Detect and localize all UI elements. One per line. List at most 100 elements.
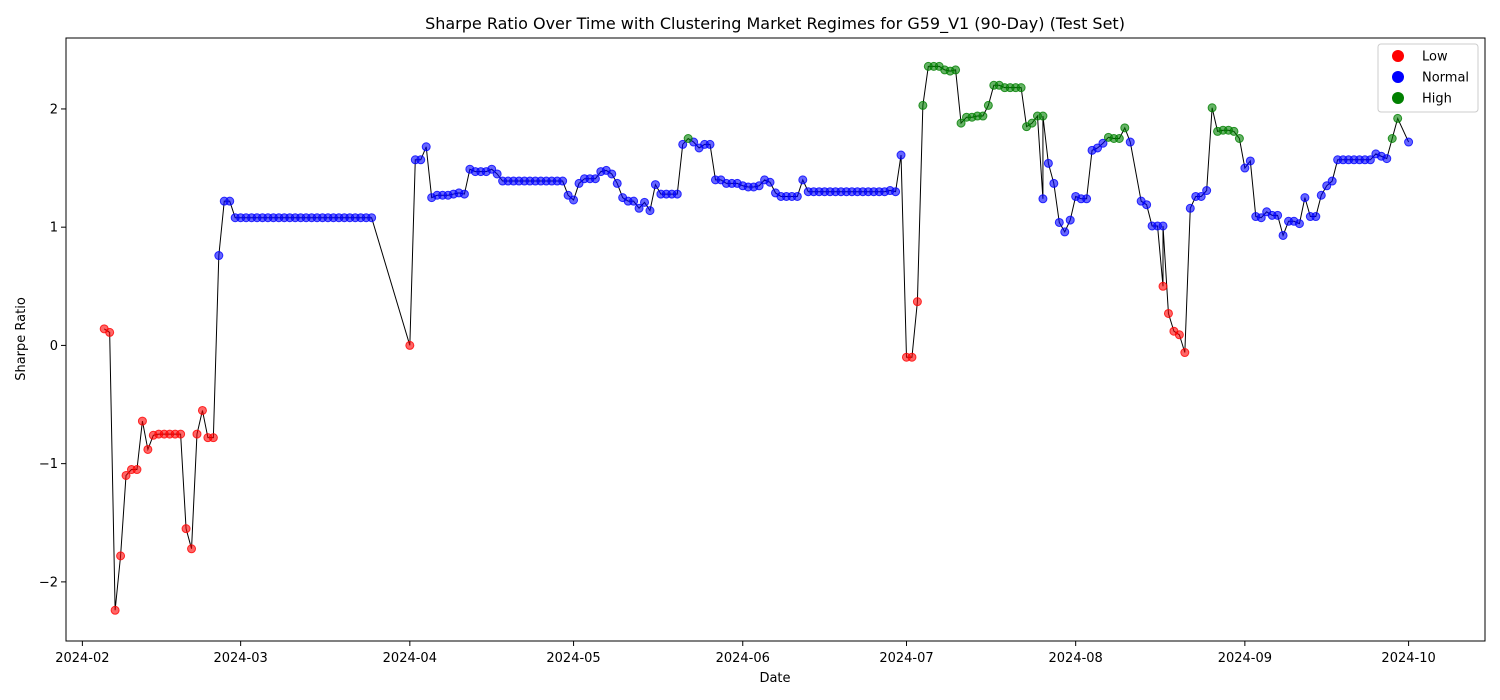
point-low (137, 416, 147, 426)
point-normal (629, 196, 639, 206)
point-normal (1278, 230, 1288, 240)
point-normal (558, 176, 568, 186)
point-low (143, 444, 153, 454)
point-low (1163, 308, 1173, 318)
point-high (1038, 111, 1048, 121)
point-low (181, 524, 191, 534)
x-tick-label: 2024-04 (383, 651, 437, 666)
point-normal (792, 191, 802, 201)
point-low (105, 327, 115, 337)
y-tick-label: 1 (50, 221, 58, 236)
point-normal (214, 251, 224, 261)
x-tick-label: 2024-07 (879, 651, 933, 666)
point-normal (1316, 190, 1326, 200)
point-high (956, 118, 966, 128)
point-low (187, 544, 197, 554)
series-high (683, 61, 1403, 143)
point-high (1120, 123, 1130, 133)
point-low (912, 297, 922, 307)
y-tick-label: −1 (39, 457, 58, 472)
point-high (1229, 126, 1239, 136)
point-high (1016, 83, 1026, 93)
series-normal (214, 137, 1414, 261)
legend-marker-normal (1392, 71, 1404, 83)
y-axis-label: Sharpe Ratio (14, 297, 29, 381)
point-high (978, 111, 988, 121)
point-normal (1256, 213, 1266, 223)
point-normal (1060, 227, 1070, 237)
plot-frame (65, 37, 1486, 642)
point-low (197, 405, 207, 415)
point-normal (634, 203, 644, 213)
point-high (1027, 118, 1037, 128)
point-low (1174, 330, 1184, 340)
point-normal (1404, 137, 1414, 147)
y-tick-label: 2 (50, 102, 58, 117)
point-normal (1240, 163, 1250, 173)
point-normal (1038, 194, 1048, 204)
point-high (918, 100, 928, 110)
point-normal (1065, 215, 1075, 225)
x-tick-label: 2024-09 (1218, 651, 1272, 666)
point-normal (891, 187, 901, 197)
point-normal (1142, 200, 1152, 210)
x-axis: 2024-02 2024-03 2024-04 2024-05 2024-06 2024-… (55, 641, 1436, 666)
point-normal (459, 189, 469, 199)
point-high (1393, 113, 1403, 123)
point-normal (1196, 191, 1206, 201)
point-normal (1054, 217, 1064, 227)
point-high (1207, 103, 1217, 113)
point-normal (705, 139, 715, 149)
point-normal (1365, 155, 1375, 165)
y-axis: −2 −1 0 1 2 (39, 102, 66, 590)
point-normal (672, 189, 682, 199)
point-low (1158, 281, 1168, 291)
point-low (405, 340, 415, 350)
chart-title: Sharpe Ratio Over Time with Clustering M… (425, 14, 1125, 34)
x-tick-label: 2024-05 (546, 651, 600, 666)
point-normal (754, 181, 764, 191)
point-normal (1300, 193, 1310, 203)
y-tick-label: −2 (39, 575, 58, 590)
x-tick-label: 2024-06 (716, 651, 770, 666)
legend-label-normal: Normal (1422, 71, 1469, 86)
point-normal (569, 195, 579, 205)
x-tick-label: 2024-10 (1381, 651, 1435, 666)
point-normal (1125, 137, 1135, 147)
legend-label-high: High (1422, 92, 1452, 107)
series-low (99, 281, 1190, 615)
point-normal (590, 174, 600, 184)
point-normal (1082, 194, 1092, 204)
point-low (132, 465, 142, 475)
point-normal (798, 175, 808, 185)
legend-marker-low (1392, 50, 1404, 62)
point-high (1387, 134, 1397, 143)
point-normal (1202, 186, 1212, 196)
point-low (116, 551, 126, 561)
point-low (110, 605, 120, 615)
point-normal (896, 150, 906, 160)
point-normal (1098, 138, 1108, 148)
point-low (1180, 348, 1190, 358)
point-low (176, 429, 186, 439)
point-normal (416, 155, 426, 165)
point-low (907, 352, 917, 362)
legend: Low Normal High (1377, 43, 1479, 113)
point-normal (1158, 221, 1168, 231)
x-tick-label: 2024-08 (1049, 651, 1103, 666)
point-normal (1294, 219, 1304, 229)
plot-area (99, 61, 1414, 615)
point-normal (367, 213, 377, 223)
point-high (983, 100, 993, 110)
point-high (951, 65, 961, 75)
sharpe-ratio-line (103, 65, 1410, 611)
point-normal (1382, 154, 1392, 164)
point-normal (640, 197, 650, 207)
x-axis-label: Date (759, 671, 790, 686)
point-normal (1273, 210, 1283, 220)
point-low (208, 433, 218, 443)
point-normal (645, 206, 655, 216)
point-normal (421, 142, 431, 152)
point-normal (1245, 156, 1255, 166)
